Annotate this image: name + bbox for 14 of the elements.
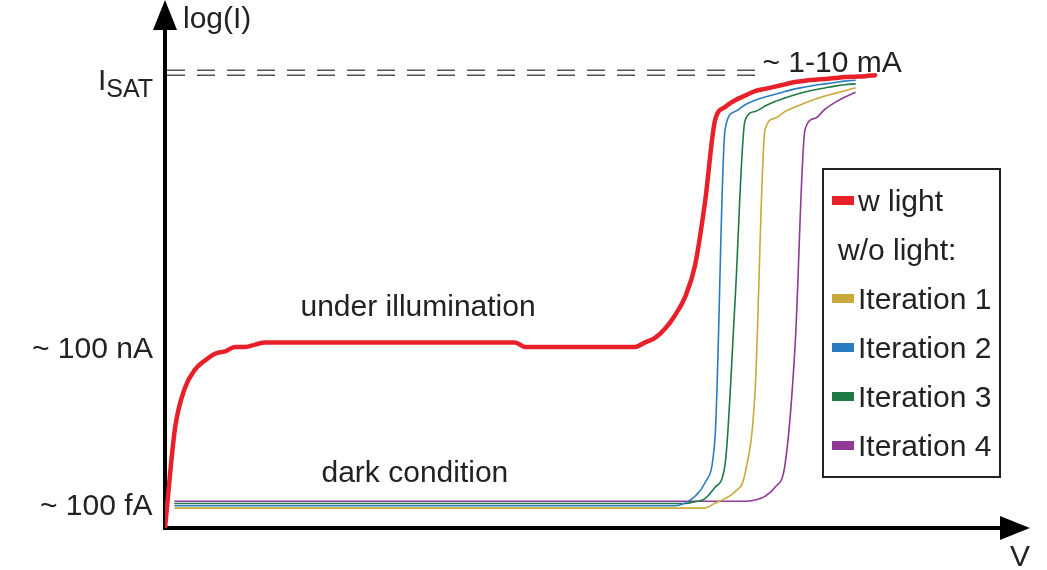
legend-label: Iteration 3	[858, 379, 992, 414]
legend-label: Iteration 2	[858, 330, 992, 365]
annotation: dark condition	[321, 455, 509, 488]
x-axis-title: V	[1010, 539, 1031, 570]
annotation: under illumination	[300, 289, 536, 322]
text: ~ 100 fA	[40, 488, 153, 521]
ref-line-label: I$_{SAT}$	[98, 63, 154, 103]
text: ~ 100 nA	[32, 331, 153, 364]
legend-label: Iteration 1	[858, 281, 992, 316]
legend-label: w light	[858, 183, 944, 218]
annotation: ~ 1-10 mA	[762, 45, 902, 78]
legend-label: Iteration 4	[858, 428, 992, 463]
y-axis-title: log(I)	[183, 1, 252, 34]
legend-title: w/o light:	[837, 231, 958, 268]
